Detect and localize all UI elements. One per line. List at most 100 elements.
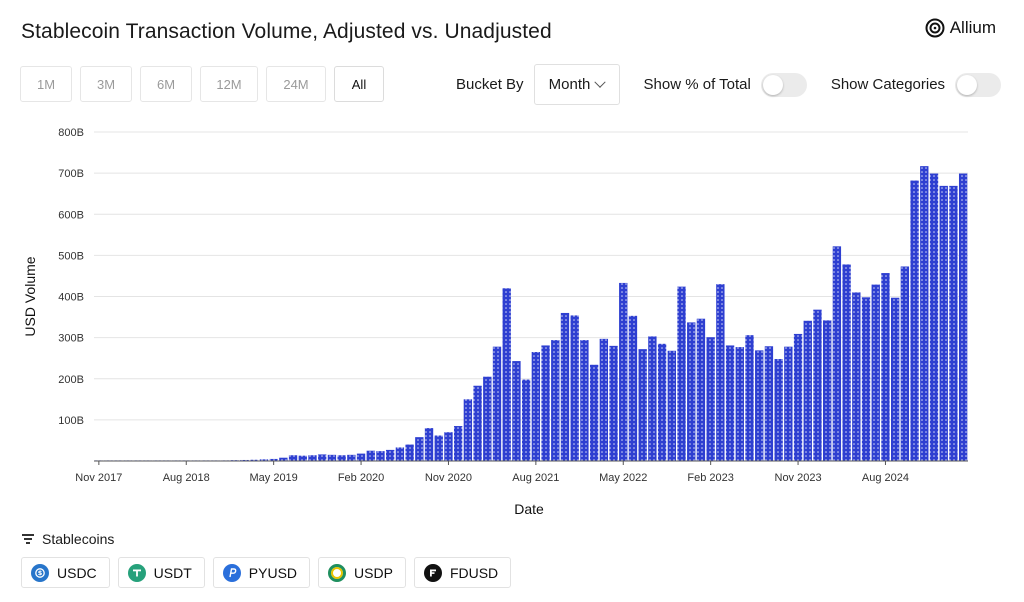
bar[interactable] — [861, 297, 871, 461]
bar[interactable] — [803, 320, 812, 461]
bar[interactable] — [269, 458, 278, 461]
show-percent-toggle[interactable] — [760, 72, 807, 97]
bar[interactable] — [318, 454, 327, 461]
range-button-1m[interactable]: 1M — [20, 66, 72, 102]
legend-item-fdusd[interactable]: FDUSD — [413, 557, 512, 588]
bar[interactable] — [687, 322, 696, 461]
bar[interactable] — [288, 455, 298, 461]
bar[interactable] — [541, 345, 550, 461]
bar[interactable] — [745, 335, 754, 461]
legend-item-usdc[interactable]: $ USDC — [21, 557, 110, 588]
bar[interactable] — [366, 450, 375, 461]
y-tick-label: 600B — [58, 209, 84, 221]
allium-logo-icon — [925, 18, 945, 38]
range-button-12m[interactable]: 12M — [200, 66, 258, 102]
bar[interactable] — [628, 315, 638, 461]
bar[interactable] — [852, 292, 861, 461]
legend-item-pyusd[interactable]: PYUSD — [212, 557, 311, 588]
bar[interactable] — [395, 447, 405, 461]
bar[interactable] — [347, 454, 356, 461]
bar[interactable] — [327, 454, 337, 461]
x-tick-label: Aug 2024 — [862, 472, 909, 484]
bar[interactable] — [949, 185, 958, 461]
bar[interactable] — [920, 166, 929, 461]
show-categories-toggle[interactable] — [955, 72, 1002, 97]
bar[interactable] — [424, 428, 434, 461]
bar[interactable] — [521, 379, 531, 461]
bar[interactable] — [823, 320, 832, 461]
bar[interactable] — [648, 336, 657, 461]
bucket-by-label: Bucket By — [456, 76, 524, 93]
bar[interactable] — [599, 338, 609, 461]
bar[interactable] — [832, 246, 842, 461]
bar[interactable] — [473, 385, 482, 461]
x-tick-label: Nov 2023 — [775, 472, 822, 484]
show-percent-group: Show % of Total — [643, 72, 807, 97]
bar[interactable] — [502, 288, 511, 461]
bar[interactable] — [463, 399, 473, 461]
bar[interactable] — [881, 273, 890, 461]
bar[interactable] — [551, 340, 560, 461]
range-button-24m[interactable]: 24M — [266, 66, 326, 102]
range-button-3m[interactable]: 3M — [80, 66, 132, 102]
bar[interactable] — [512, 361, 521, 461]
bar[interactable] — [764, 346, 774, 461]
legend-item-usdt[interactable]: USDT — [117, 557, 205, 588]
bar[interactable] — [492, 346, 502, 461]
volume-chart-svg: 100B 200B 300B 400B 500B 600B 700B 800B Nov 2017… — [22, 127, 968, 517]
bar[interactable] — [279, 457, 288, 461]
bar[interactable] — [405, 444, 414, 461]
bar[interactable] — [755, 350, 764, 461]
bar[interactable] — [570, 315, 579, 461]
bar[interactable] — [453, 426, 463, 461]
bar[interactable] — [589, 364, 599, 461]
bar[interactable] — [725, 345, 735, 461]
bar[interactable] — [376, 451, 385, 461]
bar[interactable] — [774, 359, 783, 461]
legend-heading: Stablecoins — [22, 531, 114, 547]
bar[interactable] — [250, 459, 259, 461]
bar[interactable] — [483, 376, 492, 461]
bar[interactable] — [939, 185, 948, 461]
bucket-by-select[interactable]: Month — [533, 64, 620, 105]
bar[interactable] — [259, 459, 269, 461]
bar[interactable] — [298, 455, 307, 461]
bar[interactable] — [434, 435, 443, 462]
legend-item-usdp[interactable]: USDP — [318, 557, 406, 588]
bar[interactable] — [900, 266, 910, 461]
bar[interactable] — [677, 286, 686, 461]
bar[interactable] — [580, 340, 589, 461]
bar[interactable] — [638, 349, 647, 461]
bar[interactable] — [890, 297, 900, 461]
bar[interactable] — [308, 455, 317, 461]
bar[interactable] — [871, 284, 880, 461]
bar[interactable] — [337, 455, 346, 461]
bar[interactable] — [415, 437, 424, 461]
bar[interactable] — [958, 173, 968, 461]
bar[interactable] — [813, 309, 822, 461]
bar[interactable] — [706, 337, 715, 461]
range-button-6m[interactable]: 6M — [140, 66, 192, 102]
bar[interactable] — [560, 312, 570, 461]
bar[interactable] — [735, 347, 744, 461]
bar[interactable] — [929, 173, 939, 461]
bar[interactable] — [619, 282, 628, 461]
bar[interactable] — [531, 352, 541, 461]
bar[interactable] — [784, 346, 793, 461]
bar[interactable] — [842, 264, 851, 461]
bar[interactable] — [356, 453, 366, 461]
bar[interactable] — [609, 345, 618, 461]
bar[interactable] — [793, 333, 803, 461]
y-tick-label: 200B — [58, 374, 84, 386]
bar[interactable] — [386, 449, 395, 461]
show-percent-label: Show % of Total — [643, 76, 751, 93]
bar[interactable] — [444, 432, 453, 461]
range-button-all[interactable]: All — [334, 66, 384, 102]
time-range-selector: 1M 3M 6M 12M 24M All — [20, 66, 384, 102]
bar[interactable] — [716, 284, 725, 461]
bar[interactable] — [657, 343, 667, 461]
bar[interactable] — [696, 318, 706, 461]
bar[interactable] — [910, 180, 919, 461]
bar[interactable] — [667, 350, 676, 461]
bar[interactable] — [240, 459, 249, 461]
